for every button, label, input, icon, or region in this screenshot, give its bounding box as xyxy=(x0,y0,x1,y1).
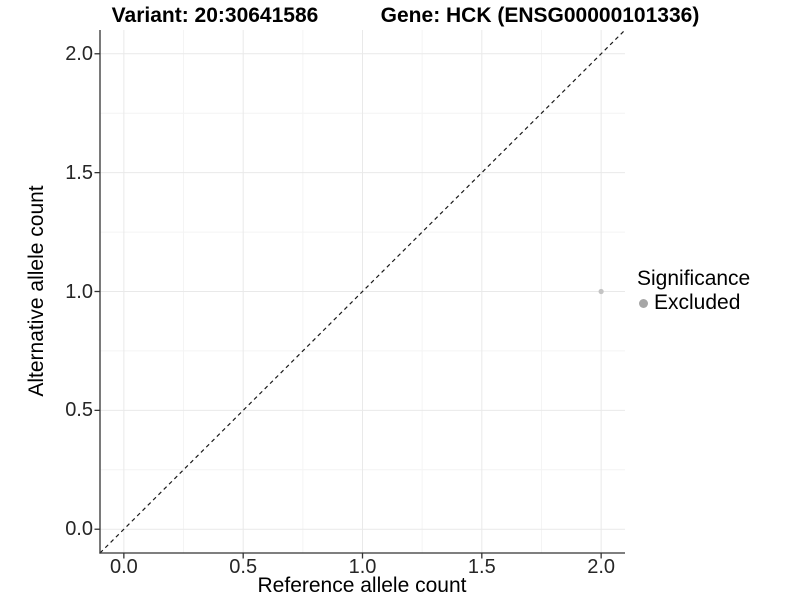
x-axis-title: Reference allele count xyxy=(257,574,467,597)
y-tick-label: 1.5 xyxy=(65,161,93,184)
x-tick-label: 2.0 xyxy=(587,556,616,578)
plot-title-variant: Variant: 20:30641586 xyxy=(111,4,319,27)
y-axis-title: Alternative allele count xyxy=(25,185,48,397)
data-point xyxy=(598,288,604,295)
x-tick-label: 0.5 xyxy=(229,556,258,578)
x-tick-label: 1.5 xyxy=(467,556,496,578)
y-tick-label: 2.0 xyxy=(65,42,93,65)
y-tick-label: 0.0 xyxy=(65,518,93,541)
x-tick-label: 0.0 xyxy=(109,556,138,578)
legend: Significance Excluded xyxy=(637,267,750,315)
plot-title-gene: Gene: HCK (ENSG00000101336) xyxy=(380,4,700,27)
x-tick-label: 1.0 xyxy=(348,556,377,578)
legend-title: Significance xyxy=(637,267,751,290)
y-tick-label: 0.5 xyxy=(65,399,93,422)
identity-dashed-line xyxy=(99,29,626,554)
legend-item-label: Excluded xyxy=(654,291,741,314)
legend-item-excluded: Excluded xyxy=(637,291,750,315)
legend-excluded-dot-icon xyxy=(639,298,648,308)
y-tick-label: 1.0 xyxy=(65,280,93,303)
